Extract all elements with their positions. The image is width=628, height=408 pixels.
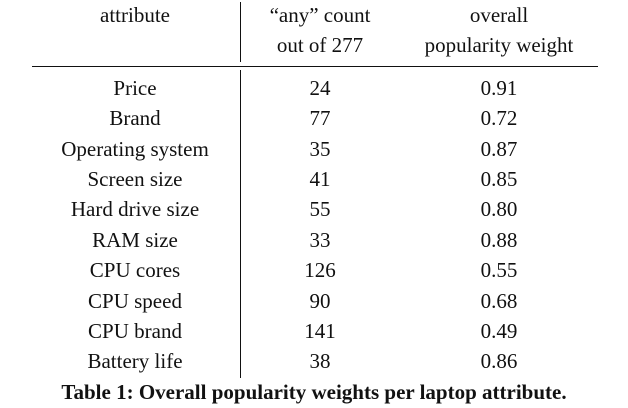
row-attribute: Brand xyxy=(109,106,161,130)
row-any-count: 33 xyxy=(309,228,331,252)
row-any-count: 90 xyxy=(309,289,331,313)
row-attribute: Operating system xyxy=(61,137,209,161)
row-any-count: 141 xyxy=(304,319,336,343)
row-any-count: 55 xyxy=(309,197,331,221)
row-any-count: 24 xyxy=(309,76,331,100)
row-weight: 0.85 xyxy=(480,167,518,191)
row-weight: 0.49 xyxy=(480,319,518,343)
row-weight: 0.80 xyxy=(480,197,518,221)
header-rule xyxy=(32,66,598,67)
row-attribute: CPU cores xyxy=(89,258,181,282)
row-weight: 0.91 xyxy=(480,76,518,100)
row-attribute: Hard drive size xyxy=(70,197,200,221)
row-attribute: CPU speed xyxy=(88,289,182,313)
table-caption: Table 1: Overall popularity weights per … xyxy=(61,380,567,404)
row-any-count: 35 xyxy=(309,137,331,161)
row-any-count: 41 xyxy=(309,167,331,191)
row-attribute: RAM size xyxy=(92,228,178,252)
row-weight: 0.55 xyxy=(480,258,518,282)
row-any-count: 38 xyxy=(309,349,331,373)
header-popularity-line2: popularity weight xyxy=(424,33,574,57)
row-weight: 0.72 xyxy=(480,106,518,130)
header-popularity-line1: overall xyxy=(469,3,529,27)
header-any-count-line1: “any” count xyxy=(269,3,371,27)
row-weight: 0.87 xyxy=(480,137,518,161)
row-weight: 0.68 xyxy=(480,289,518,313)
row-weight: 0.86 xyxy=(480,349,518,373)
header-any-count-line2: out of 277 xyxy=(276,33,364,57)
column-divider-header xyxy=(240,2,241,62)
column-divider-body xyxy=(240,70,241,378)
row-any-count: 77 xyxy=(309,106,331,130)
row-attribute: Battery life xyxy=(87,349,183,373)
row-attribute: Screen size xyxy=(87,167,183,191)
row-any-count: 126 xyxy=(304,258,336,282)
row-weight: 0.88 xyxy=(480,228,518,252)
row-attribute: Price xyxy=(113,76,157,100)
header-attribute: attribute xyxy=(100,3,170,27)
row-attribute: CPU brand xyxy=(88,319,182,343)
